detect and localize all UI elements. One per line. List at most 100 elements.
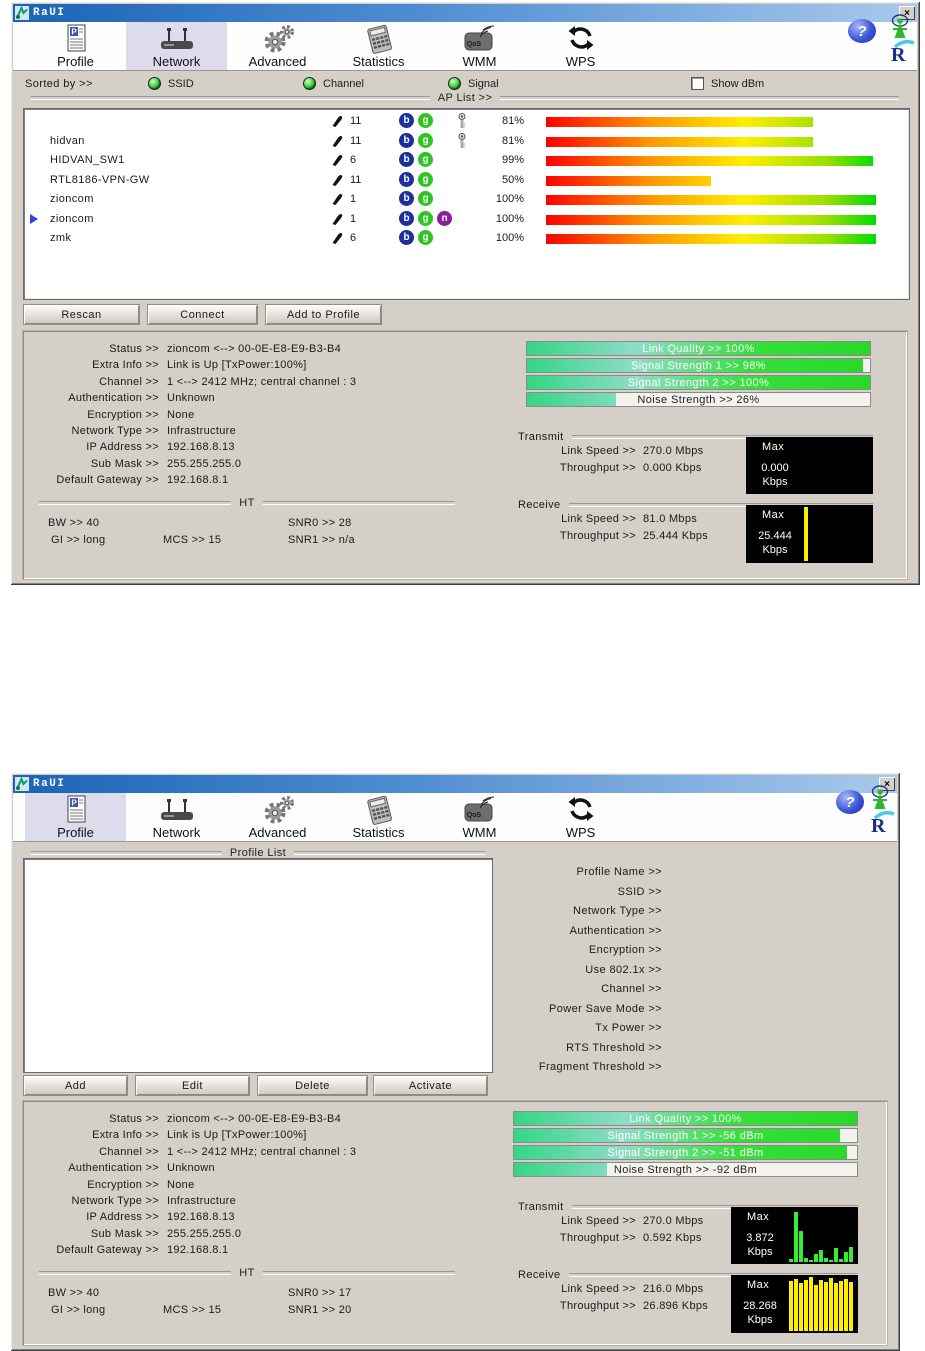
ap-ssid: RTL8186-VPN-GW (50, 173, 150, 186)
ap-channel: 11 (350, 115, 362, 127)
add-to-profile-button[interactable]: Add to Profile (265, 304, 382, 325)
checkbox-icon[interactable] (691, 77, 704, 90)
tab-advanced[interactable]: Advanced (227, 793, 328, 841)
ap-row[interactable]: 11 b g 81% (24, 112, 909, 132)
throughput-histogram (804, 439, 871, 492)
status-label: Default Gateway >> (56, 474, 159, 487)
ap-row[interactable]: zmk 6 b g 100% (24, 229, 909, 249)
activate-button[interactable]: Activate (373, 1075, 488, 1096)
radio-led-icon[interactable] (148, 77, 161, 90)
delete-button[interactable]: Delete (257, 1075, 368, 1096)
person-antenna-icon[interactable] (889, 14, 911, 40)
title-bar[interactable]: RaUI × (13, 4, 917, 22)
ap-channel: 11 (350, 173, 362, 186)
show-dbm-checkbox[interactable]: Show dBm (691, 77, 764, 90)
gears-icon (260, 22, 296, 54)
throughput-histogram (789, 1277, 856, 1331)
link-speed-label: Link Speed >> (561, 445, 636, 457)
ap-list[interactable]: 11 b g 81% hidvan 11 b g 81% (23, 108, 910, 300)
max-value: 25.444 (758, 530, 792, 542)
sort-ssid-radio[interactable]: SSID (148, 77, 194, 90)
tab-label: Statistics (352, 825, 405, 840)
rescan-button[interactable]: Rescan (23, 304, 140, 325)
max-label: Max (747, 1279, 770, 1291)
sort-signal-radio[interactable]: Signal (448, 77, 499, 90)
title-bar[interactable]: RaUI × (13, 775, 897, 793)
qos-icon: QoS (460, 22, 500, 54)
mode-b-badge: b (399, 152, 414, 167)
transmit-graph: Max 0.000 Kbps (746, 437, 873, 494)
signal-strength-2-bar: Signal Strength 2 >> -51 dBm (513, 1145, 858, 1160)
tab-profile[interactable]: P Profile (25, 22, 126, 70)
mode-b-badge: b (399, 191, 414, 206)
ht-bw: BW >> 40 (48, 1287, 100, 1299)
status-rows: Status >> zioncom <--> 00-0E-E8-E9-B3-B4 … (31, 1111, 356, 1259)
throughput-label: Throughput >> (559, 1232, 636, 1244)
signal-percent: 81% (501, 115, 524, 127)
mode-b-badge: b (399, 210, 414, 226)
channel-pen-icon (331, 174, 343, 187)
status-label: Encryption >> (87, 408, 159, 421)
status-value: None (167, 408, 195, 421)
ht-mcs: MCS >> 15 (163, 534, 222, 546)
status-label: Channel >> (99, 375, 159, 388)
tab-wmm[interactable]: QoS WMM (429, 793, 530, 841)
radio-led-icon[interactable] (448, 77, 461, 90)
mode-b-badge: b (399, 132, 414, 148)
close-button[interactable]: × (879, 777, 895, 791)
signal-percent: 100% (495, 193, 524, 205)
add-button[interactable]: Add (23, 1075, 128, 1096)
status-label: Sub Mask >> (90, 1227, 159, 1240)
tab-wps[interactable]: WPS (530, 22, 631, 70)
tab-label: Advanced (248, 54, 307, 69)
help-icon[interactable]: ? (848, 19, 876, 43)
tab-statistics[interactable]: Statistics (328, 22, 429, 70)
transmit-section-title: Transmit (518, 431, 873, 443)
fragment-threshold-label: Fragment Threshold >> (538, 1061, 662, 1073)
ht-divider: HT (31, 1267, 463, 1279)
ap-row[interactable]: hidvan 11 b g 81% (24, 132, 909, 152)
ap-ssid: zmk (50, 232, 72, 244)
tab-advanced[interactable]: Advanced (227, 22, 328, 70)
link-speed-value: 270.0 Mbps (643, 1215, 704, 1227)
tab-wmm[interactable]: QoS WMM (429, 22, 530, 70)
sort-channel-radio[interactable]: Channel (303, 77, 364, 90)
close-button[interactable]: × (899, 6, 915, 20)
authentication-label: Authentication >> (569, 924, 662, 937)
tab-wps[interactable]: WPS (530, 793, 631, 841)
connect-button[interactable]: Connect (147, 304, 258, 325)
app-icon (15, 777, 29, 791)
ht-snr1: SNR1 >> 20 (288, 1304, 352, 1316)
signal-strength-1-bar: Signal Strength 1 >> 98% (526, 358, 871, 373)
ap-row[interactable]: HIDVAN_SW1 6 b g 99% (24, 151, 909, 171)
help-icon[interactable]: ? (836, 790, 864, 814)
channel-pen-icon (331, 213, 343, 226)
sort-signal-label: Signal (468, 77, 499, 90)
ap-row[interactable]: RTL8186-VPN-GW 11 b g 50% (24, 171, 909, 191)
throughput-value: 0.000 Kbps (643, 462, 702, 474)
status-value: Infrastructure (167, 425, 237, 438)
status-value: Unknown (167, 1162, 215, 1175)
signal-percent: 100% (495, 212, 524, 225)
person-antenna-icon[interactable] (869, 785, 891, 811)
status-panel: Status >> zioncom <--> 00-0E-E8-E9-B3-B4 … (22, 1100, 888, 1346)
status-label: Sub Mask >> (90, 457, 159, 470)
ap-row[interactable]: zioncom 1 b g 100% (24, 190, 909, 210)
sorted-by-label: Sorted by >> (25, 78, 93, 90)
channel-pen-icon (331, 232, 343, 245)
ap-row-selected[interactable]: zioncom 1 b g n 100% (24, 210, 909, 230)
ap-channel: 6 (350, 232, 357, 244)
tab-profile[interactable]: P Profile (25, 793, 126, 841)
tab-label: WMM (462, 825, 497, 840)
mode-b-badge: b (399, 230, 414, 245)
tab-network[interactable]: Network (126, 793, 227, 841)
signal-percent: 100% (495, 232, 524, 244)
ap-channel: 1 (350, 212, 357, 225)
edit-button[interactable]: Edit (135, 1075, 250, 1096)
max-value: 0.000 (761, 462, 789, 474)
profile-list[interactable] (23, 858, 493, 1073)
radio-led-icon[interactable] (303, 77, 316, 90)
tab-network[interactable]: Network (126, 22, 227, 70)
max-unit: Kbps (747, 1314, 773, 1326)
tab-statistics[interactable]: Statistics (328, 793, 429, 841)
